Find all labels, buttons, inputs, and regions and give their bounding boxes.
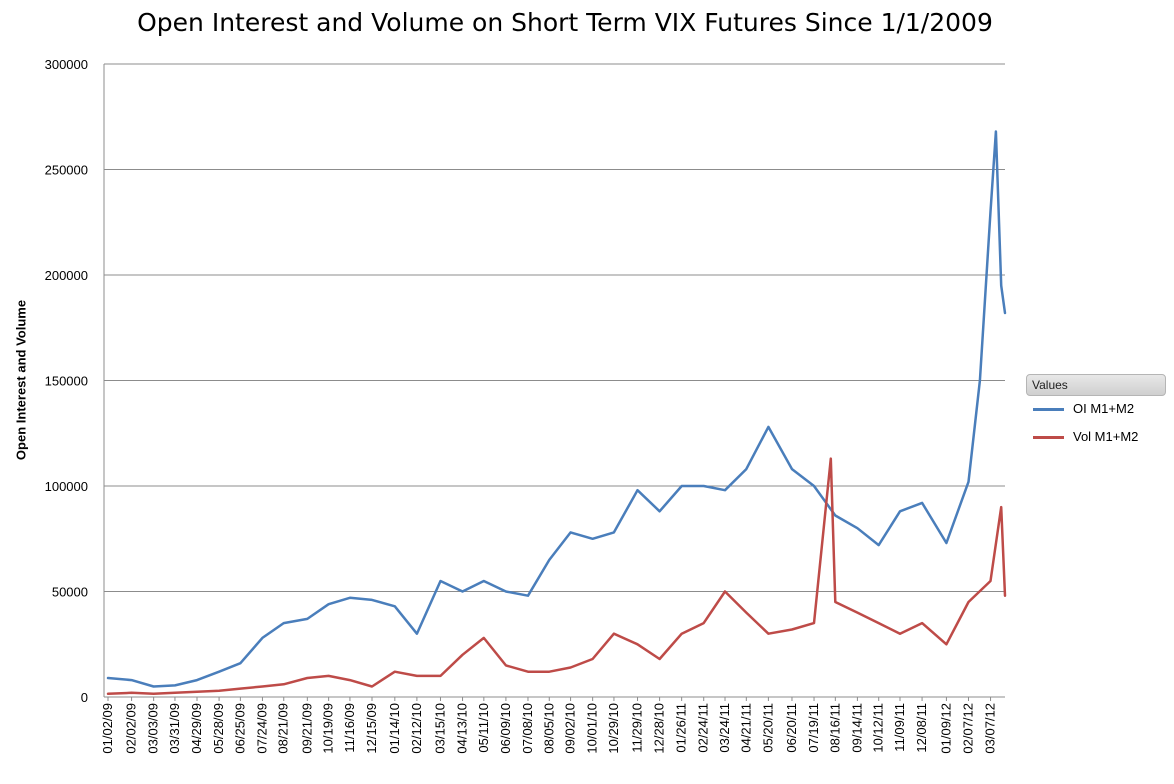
x-tick-label: 11/09/11	[892, 703, 907, 752]
x-tick-label: 12/28/10	[652, 703, 667, 754]
y-tick-label: 50000	[52, 585, 88, 600]
y-tick-label: 100000	[45, 479, 88, 494]
y-tick-label: 300000	[45, 57, 88, 72]
x-tick-label: 08/16/11	[827, 703, 842, 753]
y-tick-label: 250000	[45, 163, 88, 178]
x-tick-label: 03/31/09	[167, 703, 182, 754]
x-tick-label: 08/05/10	[541, 703, 556, 754]
y-tick-label: 200000	[45, 268, 88, 283]
y-tick-label: 150000	[45, 374, 88, 389]
x-tick-label: 10/12/11	[871, 703, 886, 753]
x-tick-label: 07/08/10	[520, 703, 535, 754]
x-tick-label: 01/14/10	[387, 703, 402, 754]
x-tick-label: 01/09/12	[938, 703, 953, 754]
x-tick-label: 06/20/11	[784, 703, 799, 753]
x-tick-label: 03/15/10	[432, 703, 447, 754]
chart-title: Open Interest and Volume on Short Term V…	[137, 8, 993, 37]
x-tick-label: 09/21/09	[299, 703, 314, 754]
legend-swatch-oi	[1033, 408, 1064, 411]
x-tick-label: 02/07/12	[960, 703, 975, 754]
x-tick-label: 01/02/09	[100, 703, 115, 754]
x-tick-label: 02/12/10	[409, 703, 424, 754]
series-line-oi	[106, 130, 1007, 688]
x-tick-label: 04/21/11	[738, 703, 753, 753]
x-tick-label: 10/29/10	[606, 703, 621, 754]
legend-swatch-vol	[1033, 436, 1064, 439]
x-tick-label: 09/02/10	[563, 703, 578, 754]
legend-label-vol: Vol M1+M2	[1073, 429, 1139, 444]
legend-label-oi: OI M1+M2	[1073, 401, 1135, 416]
legend-item-oi: OI M1+M2	[1026, 396, 1166, 424]
x-tick-label: 11/29/10	[630, 703, 645, 753]
x-tick-label: 05/11/10	[476, 703, 491, 753]
x-tick-label: 03/07/12	[983, 703, 998, 754]
x-tick-label: 10/01/10	[585, 703, 600, 754]
x-tick-label: 07/24/09	[254, 703, 269, 754]
x-tick-label: 07/19/11	[806, 703, 821, 753]
x-tick-label: 09/14/11	[849, 703, 864, 753]
y-tick-label: 0	[81, 690, 88, 705]
x-tick-label: 02/02/09	[124, 703, 139, 754]
x-tick-label: 05/28/09	[211, 703, 226, 754]
x-tick-label: 08/21/09	[276, 703, 291, 754]
x-tick-label: 02/24/11	[696, 703, 711, 753]
x-tick-label: 04/29/09	[189, 703, 204, 754]
series-line-vol	[106, 457, 1007, 696]
x-tick-label: 12/08/11	[914, 703, 929, 753]
x-tick-label: 11/16/09	[342, 703, 357, 753]
x-tick-label: 01/26/11	[674, 703, 689, 753]
x-tick-label: 06/25/09	[232, 703, 247, 754]
legend-item-vol: Vol M1+M2	[1026, 424, 1166, 452]
x-tick-label: 06/09/10	[498, 703, 513, 754]
x-tick-label: 03/03/09	[146, 703, 161, 754]
x-tick-label: 12/15/09	[364, 703, 379, 754]
x-tick-label: 10/19/09	[321, 703, 336, 754]
legend: Values OI M1+M2 Vol M1+M2	[1026, 374, 1166, 452]
legend-title[interactable]: Values	[1026, 374, 1166, 396]
x-tick-label: 04/13/10	[455, 703, 470, 754]
x-tick-label: 03/24/11	[717, 703, 732, 753]
x-tick-label: 05/20/11	[760, 703, 775, 753]
